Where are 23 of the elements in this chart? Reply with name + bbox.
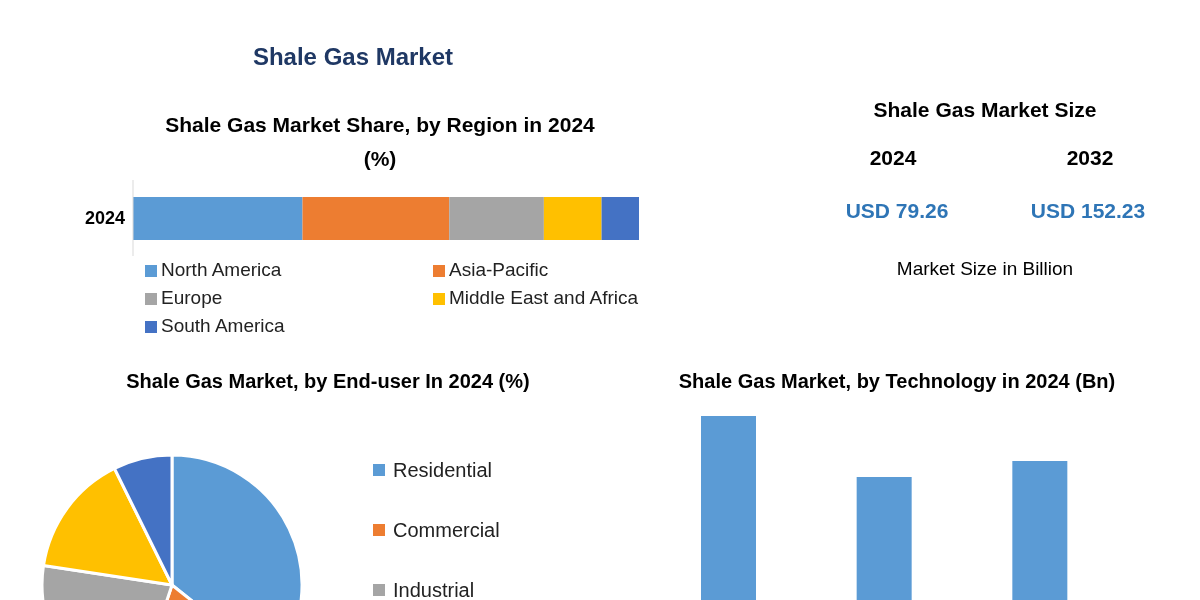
chart-title: Shale Gas Market, by End-user In 2024 (%) [125,369,531,394]
legend-label: Residential [393,458,492,483]
bar [601,197,639,240]
legend-label: Middle East and Africa [449,286,640,310]
chart-subtitle: Shale Gas Market Share, by Region in 2024 (%) [164,112,596,172]
text: USD 152.23 [1030,199,1146,222]
legend-label: Industrial [393,578,475,600]
chart-title: Shale Gas Market, by Technology in 2024 (Bn) [677,369,1117,394]
text: 2032 [1065,146,1115,170]
bar [302,197,450,240]
legend-label: Commercial [393,518,500,543]
bar [449,197,544,240]
text: Market Size in Billion [895,258,1075,280]
bar [543,197,602,240]
bar [133,197,303,240]
legend-label: Europe [161,286,224,310]
legend-label: South America [161,314,286,338]
legend-label: Asia-Pacific [449,258,550,282]
legend-label: North America [161,258,283,282]
text: USD 79.26 [845,199,949,222]
text: 2024 [868,146,918,170]
text: Shale Gas Market Size [872,97,1098,123]
chart-title: Shale Gas Market [251,42,455,72]
